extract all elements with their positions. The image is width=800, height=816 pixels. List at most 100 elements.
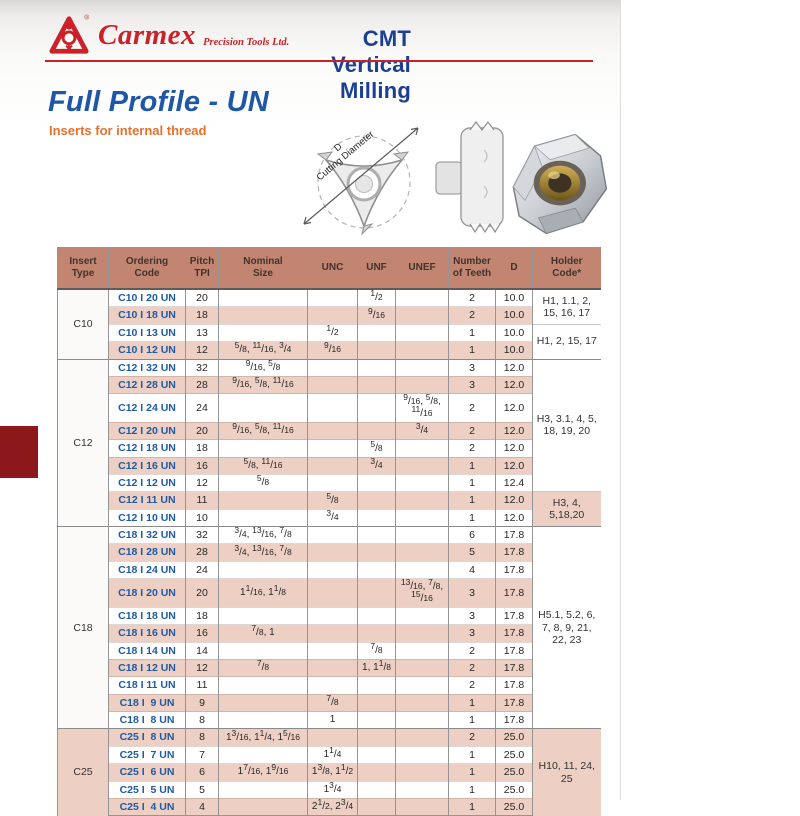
cell-unef bbox=[395, 526, 449, 544]
cell-nominal bbox=[218, 745, 308, 764]
cell-code: C18 I 11 UN bbox=[108, 676, 186, 695]
cell-unf bbox=[357, 491, 396, 510]
cell-unef bbox=[395, 797, 449, 816]
cell-d: 17.8 bbox=[495, 693, 533, 712]
cell-d: 12.4 bbox=[495, 473, 533, 492]
cell-unf bbox=[357, 578, 396, 608]
cell-unc bbox=[307, 606, 358, 625]
cell-unc bbox=[307, 456, 358, 475]
table-row: C12 I 11 UN 11 5/8 1 12.0 H3, 4, 5,18,20 bbox=[58, 491, 601, 527]
cell-d: 17.8 bbox=[495, 606, 533, 625]
cell-unc bbox=[307, 560, 358, 579]
cell-code: C10 I 13 UN bbox=[108, 323, 186, 342]
brand-logo: ® Carmex Precision Tools Ltd. bbox=[48, 13, 289, 57]
cell-unef bbox=[395, 491, 449, 510]
cell-teeth: 1 bbox=[448, 341, 496, 359]
svg-text:®: ® bbox=[84, 14, 89, 22]
table-row: C18 I 24 UN 24 4 17.8 bbox=[58, 560, 601, 579]
cell-unef bbox=[395, 439, 449, 458]
cell-unef bbox=[395, 728, 449, 747]
cell-nominal: 5/8 bbox=[218, 473, 308, 492]
cell-teeth: 3 bbox=[448, 624, 496, 643]
cell-teeth: 1 bbox=[448, 780, 496, 799]
cell-d: 17.8 bbox=[495, 676, 533, 695]
cell-nominal bbox=[218, 393, 308, 423]
cell-code: C12 I 32 UN bbox=[108, 358, 186, 377]
cell-teeth: 2 bbox=[448, 421, 496, 440]
cell-tpi: 20 bbox=[185, 288, 219, 307]
cell-unef bbox=[395, 456, 449, 475]
cell-unf bbox=[357, 358, 396, 377]
cell-unef bbox=[395, 745, 449, 764]
cell-unc bbox=[307, 676, 358, 695]
cell-unef bbox=[395, 560, 449, 579]
cell-unef bbox=[395, 323, 449, 342]
cell-d: 25.0 bbox=[495, 728, 533, 747]
cell-unc: 13/4 bbox=[307, 780, 358, 799]
cell-tpi: 28 bbox=[185, 543, 219, 562]
table-row: C18 C18 I 32 UN 32 3/4, 13/16, 7/8 6 17.8 H5.1… bbox=[57, 526, 601, 729]
cell-unef: 13/16, 7/8, 15/16 bbox=[395, 578, 449, 608]
table-row: C25 I 6 UN 6 17/16, 19/16 13/8, 11/2 1 25.0 bbox=[58, 763, 601, 782]
table-row: C12 I 16 UN 16 5/8, 11/16 3/4 1 12.0 bbox=[58, 456, 601, 475]
table-row: C18 I 16 UN 16 7/8, 1 3 17.8 bbox=[58, 624, 601, 643]
cell-tpi: 14 bbox=[185, 641, 219, 660]
cell-unf bbox=[357, 421, 396, 440]
cell-teeth: 2 bbox=[448, 439, 496, 458]
cell-teeth: 1 bbox=[448, 745, 496, 764]
cell-code: C12 I 28 UN bbox=[108, 375, 186, 394]
cell-code: C25 I 7 UN bbox=[108, 745, 186, 764]
cell-d: 25.0 bbox=[495, 763, 533, 782]
table-row: C12 I 10 UN 10 3/4 1 12.0 bbox=[58, 508, 601, 527]
cell-code: C25 I 8 UN bbox=[108, 728, 186, 747]
cell-unf bbox=[357, 606, 396, 625]
cell-unc: 21/2, 23/4 bbox=[307, 797, 358, 816]
cell-d: 25.0 bbox=[495, 780, 533, 799]
cell-unf bbox=[357, 526, 396, 544]
cell-unef bbox=[395, 375, 449, 394]
cell-teeth: 6 bbox=[448, 526, 496, 544]
cell-unf bbox=[357, 624, 396, 643]
cell-tpi: 28 bbox=[185, 375, 219, 394]
cell-unf bbox=[357, 797, 396, 816]
cell-nominal: 7/8, 1 bbox=[218, 624, 308, 643]
cell-d: 17.8 bbox=[495, 658, 533, 677]
cell-code: C12 I 11 UN bbox=[108, 491, 186, 510]
cell-nominal bbox=[218, 693, 308, 712]
cell-nominal: 9/16, 5/8 bbox=[218, 358, 308, 377]
cell-teeth: 1 bbox=[448, 797, 496, 816]
cell-tpi: 24 bbox=[185, 560, 219, 579]
cell-unef bbox=[395, 358, 449, 377]
cell-nominal: 9/16, 5/8, 11/16 bbox=[218, 375, 308, 394]
cell-unf bbox=[357, 676, 396, 695]
cell-unf bbox=[357, 473, 396, 492]
column-header: Pitch TPI bbox=[185, 247, 219, 290]
cell-nominal bbox=[218, 323, 308, 342]
table-head: Insert Type Ordering Code Pitch TPI Nominal… bbox=[57, 247, 601, 290]
cell-unef bbox=[395, 473, 449, 492]
column-header: Ordering Code bbox=[108, 247, 186, 290]
cell-unef bbox=[395, 543, 449, 562]
cell-nominal: 5/8, 11/16, 3/4 bbox=[218, 341, 308, 359]
cell-code: C18 I 9 UN bbox=[108, 693, 186, 712]
cell-unf bbox=[357, 745, 396, 764]
cell-unf bbox=[357, 375, 396, 394]
cell-nominal bbox=[218, 711, 308, 729]
cell-unc: 7/8 bbox=[307, 693, 358, 712]
table-row: C10 I 18 UN 18 9/16 2 10.0 bbox=[58, 306, 601, 325]
cell-unef bbox=[395, 508, 449, 527]
cell-nominal bbox=[218, 439, 308, 458]
cell-tpi: 8 bbox=[185, 728, 219, 747]
cell-unef: 9/16, 5/8, 11/16 bbox=[395, 393, 449, 423]
cell-teeth: 1 bbox=[448, 473, 496, 492]
cell-teeth: 4 bbox=[448, 560, 496, 579]
table-row: C18 I 9 UN 9 7/8 1 17.8 bbox=[58, 693, 601, 712]
cell-unc bbox=[307, 526, 358, 544]
section-subtitle: Inserts for internal thread bbox=[49, 123, 207, 138]
table-row: C12 I 28 UN 28 9/16, 5/8, 11/16 3 12.0 bbox=[58, 375, 601, 394]
cell-teeth: 1 bbox=[448, 323, 496, 342]
column-header: D bbox=[495, 247, 533, 290]
table-row: C12 C12 I 32 UN 32 9/16, 5/8 3 12.0 H3, 3.1, 4… bbox=[57, 358, 601, 527]
cell-unc bbox=[307, 578, 358, 608]
column-header: UNF bbox=[357, 247, 396, 290]
